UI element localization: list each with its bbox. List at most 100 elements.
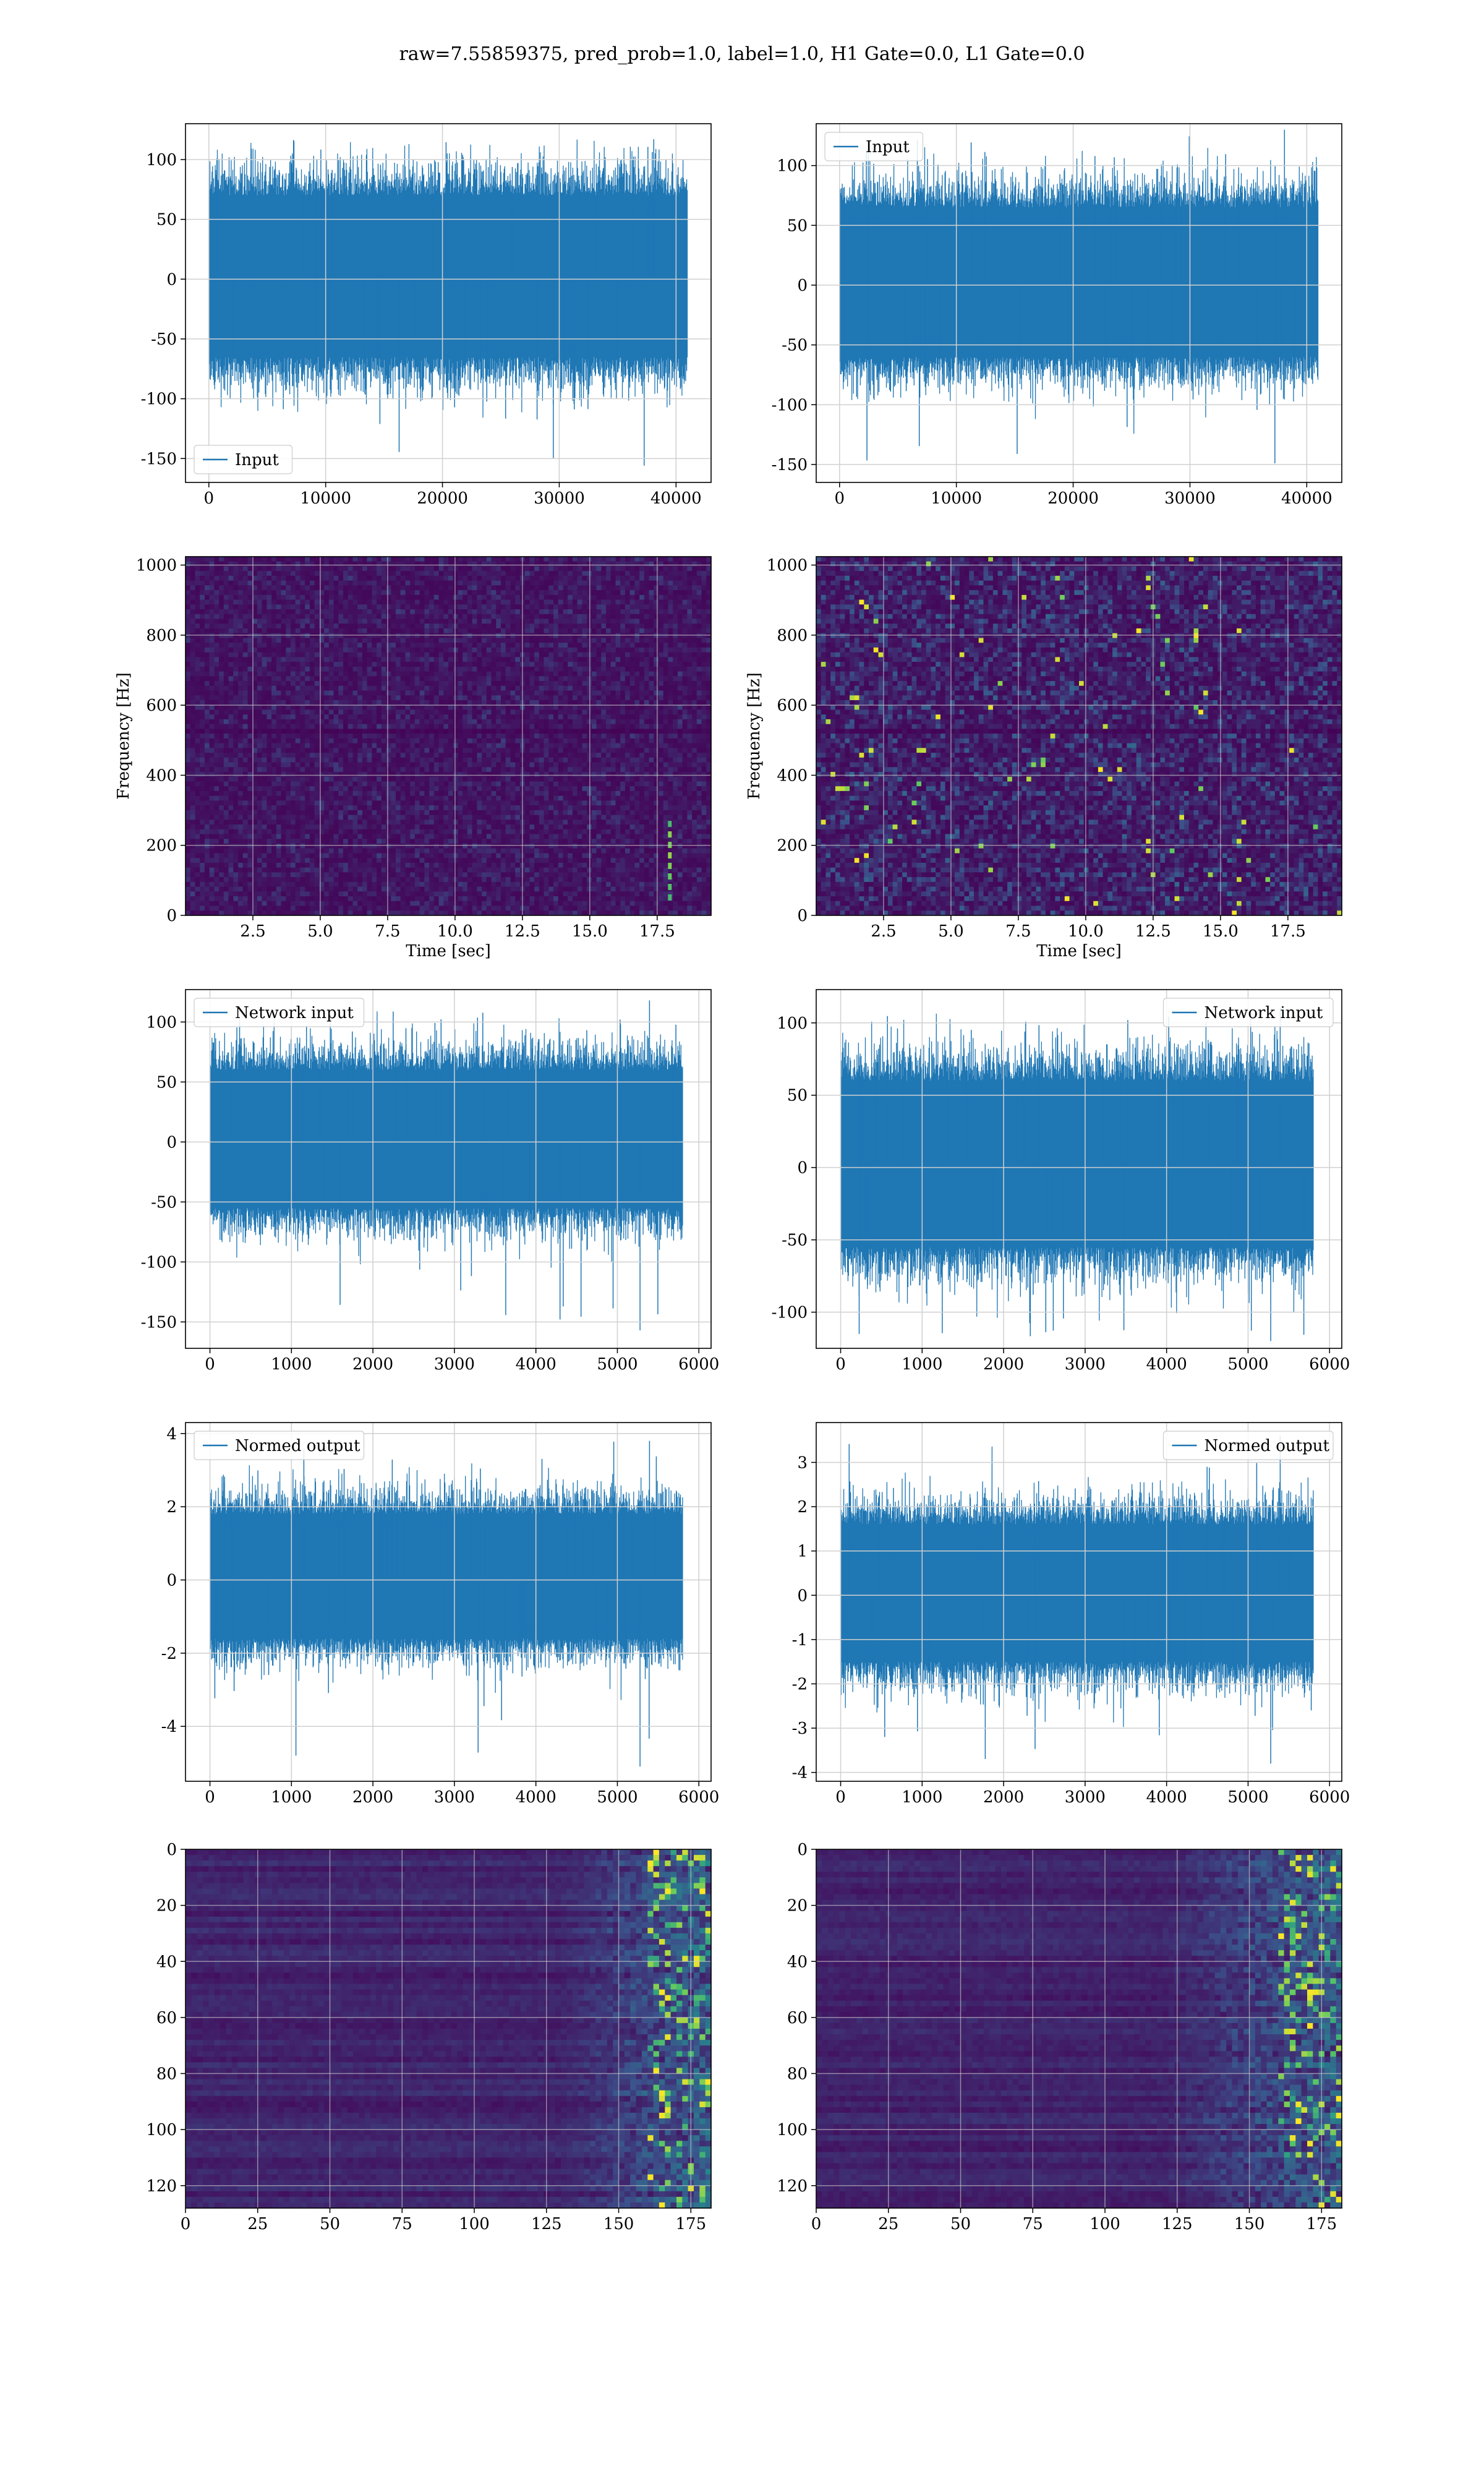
heatmap-cell (367, 662, 372, 667)
heatmap-cell (291, 590, 296, 596)
heatmap-cell (377, 695, 382, 701)
heatmap-cell (204, 844, 210, 849)
heatmap-cell (448, 795, 454, 801)
heatmap-cell (372, 853, 377, 858)
heatmap-cell (228, 767, 234, 773)
heatmap-cell (419, 810, 425, 816)
heatmap-cell (286, 575, 291, 581)
heatmap-cell (491, 561, 497, 567)
heatmap-cell (343, 862, 349, 868)
heatmap-cell (195, 599, 200, 605)
heatmap-cell (391, 734, 396, 739)
heatmap-cell (396, 829, 401, 835)
heatmap-cell (223, 580, 229, 586)
heatmap-cell (219, 800, 224, 806)
heatmap-cell (419, 734, 425, 739)
heatmap-cell (338, 647, 344, 653)
heatmap-cell (200, 614, 205, 620)
heatmap-cell (252, 729, 258, 734)
heatmap-cell (300, 700, 305, 706)
heatmap-cell (276, 844, 282, 849)
heatmap-cell (410, 867, 416, 873)
heatmap-cell (219, 753, 224, 758)
heatmap-cell (223, 824, 229, 830)
heatmap-cell (214, 753, 220, 758)
heatmap-cell (424, 734, 430, 739)
heatmap-cell (357, 695, 363, 701)
heatmap-cell (352, 714, 358, 720)
heatmap-cell (372, 886, 377, 892)
heatmap-cell (214, 776, 220, 782)
heatmap-cell (314, 877, 320, 883)
heatmap-cell (242, 805, 248, 811)
heatmap-cell (319, 844, 325, 849)
heatmap-cell (391, 776, 396, 782)
heatmap-cell (195, 623, 200, 629)
heatmap-cell (276, 623, 282, 629)
heatmap-cell (319, 776, 325, 782)
heatmap-cell (319, 910, 325, 916)
heatmap-cell (223, 628, 229, 634)
heatmap-cell (223, 767, 229, 773)
heatmap-cell (362, 790, 368, 797)
heatmap-cell (262, 575, 267, 581)
heatmap-cell (433, 848, 440, 854)
heatmap-cell (309, 724, 315, 729)
heatmap-cell (448, 800, 454, 806)
heatmap-cell (200, 896, 205, 902)
heatmap-cell (200, 662, 205, 667)
heatmap-cell (200, 561, 205, 567)
heatmap-cell (271, 681, 277, 687)
heatmap-cell (223, 614, 229, 620)
heatmap-cell (214, 647, 220, 653)
heatmap-cell (405, 662, 411, 667)
heatmap-cell (267, 896, 272, 902)
heatmap-cell (448, 757, 454, 763)
heatmap-cell (252, 800, 258, 806)
heatmap-cell (491, 618, 497, 624)
heatmap-cell (467, 666, 473, 672)
heatmap-cell (276, 757, 282, 763)
heatmap-cell (405, 772, 411, 777)
heatmap-cell (410, 858, 416, 863)
heatmap-cell (352, 834, 358, 839)
heatmap-cell (200, 886, 205, 892)
heatmap-cell (424, 652, 430, 657)
heatmap-cell (467, 643, 473, 648)
heatmap-cell (276, 753, 282, 758)
heatmap-cell (338, 757, 344, 763)
heatmap-cell (271, 734, 277, 739)
heatmap-cell (433, 872, 440, 878)
heatmap-cell (242, 748, 248, 753)
heatmap-cell (242, 566, 248, 571)
heatmap-cell (372, 772, 377, 777)
heatmap-cell (467, 633, 473, 638)
heatmap-cell (186, 743, 191, 748)
heatmap-cell (271, 910, 277, 916)
heatmap-cell (238, 905, 244, 911)
heatmap-cell (281, 724, 286, 729)
heatmap-cell (309, 800, 315, 806)
heatmap-cell (472, 628, 477, 634)
heatmap-cell (319, 772, 325, 777)
heatmap-cell (247, 820, 253, 825)
heatmap-cell (433, 676, 440, 682)
heatmap-cell (309, 810, 315, 816)
heatmap-cell (242, 910, 248, 916)
heatmap-cell (228, 666, 234, 672)
heatmap-cell (443, 738, 449, 744)
heatmap-cell (400, 853, 406, 858)
heatmap-cell (328, 738, 335, 744)
heatmap-cell (267, 666, 272, 672)
heatmap-cell (200, 881, 205, 888)
heatmap-cell (291, 734, 296, 739)
heatmap-cell (400, 623, 406, 629)
heatmap-cell (377, 767, 382, 773)
heatmap-cell (214, 790, 220, 797)
heatmap-cell (419, 910, 425, 916)
heatmap-cell (300, 738, 305, 744)
heatmap-cell (433, 753, 440, 758)
heatmap-cell (405, 748, 411, 753)
heatmap-cell (458, 800, 463, 806)
heatmap-cell (496, 657, 501, 662)
